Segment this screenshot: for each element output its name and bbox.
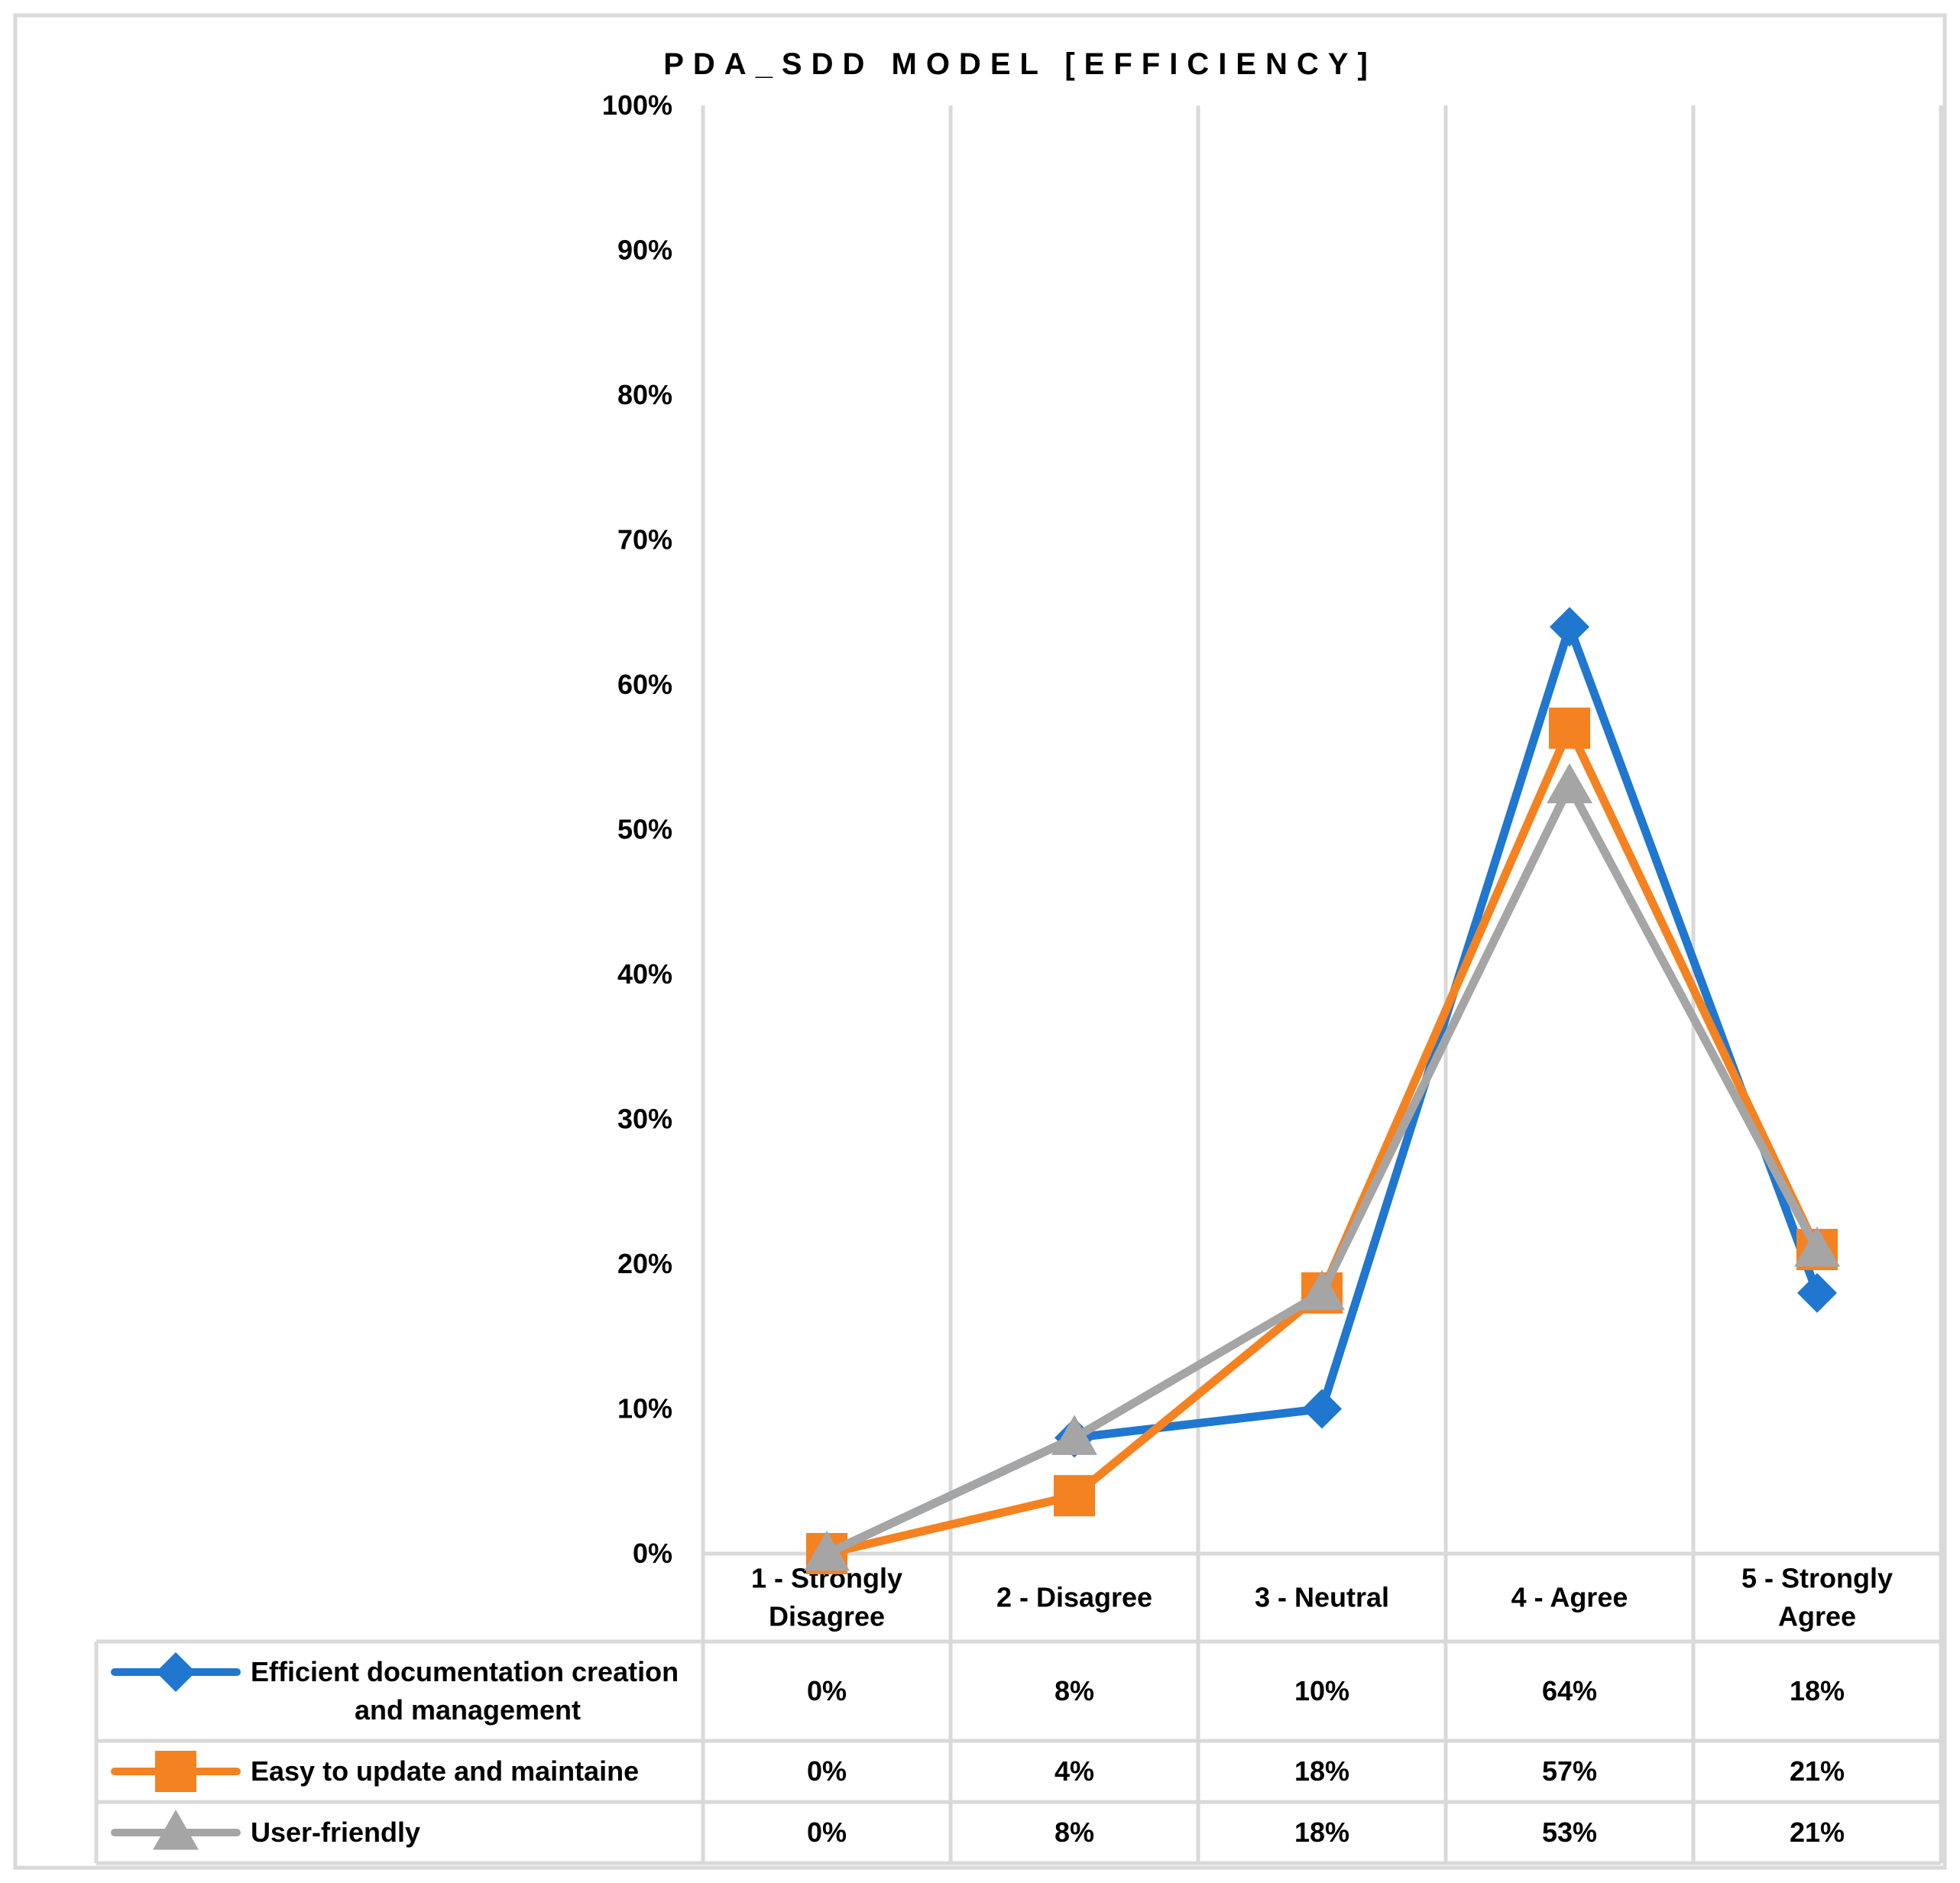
y-tick-label: 0% bbox=[633, 1538, 672, 1569]
y-tick-label: 50% bbox=[617, 814, 672, 845]
diamond-marker bbox=[1797, 1272, 1837, 1313]
category-label: 3 - Neutral bbox=[1255, 1582, 1389, 1613]
y-tick-label: 10% bbox=[617, 1393, 672, 1424]
triangle-marker bbox=[1547, 763, 1592, 804]
legend-key bbox=[111, 1751, 241, 1792]
table-cell-value: 4% bbox=[1055, 1755, 1094, 1787]
square-marker bbox=[1549, 707, 1590, 749]
triangle-marker-legend bbox=[153, 1810, 199, 1850]
square-marker-legend bbox=[155, 1751, 196, 1792]
category-label: 2 - Disagree bbox=[996, 1582, 1152, 1613]
diamond-marker bbox=[1550, 607, 1589, 647]
table-cell-value: 64% bbox=[1542, 1675, 1597, 1706]
table-cell-value: 21% bbox=[1790, 1817, 1845, 1848]
table-cell-value: 53% bbox=[1542, 1817, 1597, 1848]
series-2 bbox=[804, 763, 1840, 1571]
table-cell-value: 0% bbox=[807, 1755, 847, 1787]
square-marker bbox=[1054, 1475, 1095, 1517]
chart-title: PDA_SDD MODEL [EFFICIENCY] bbox=[663, 47, 1377, 81]
triangle-marker bbox=[1051, 1415, 1097, 1455]
table-cell-value: 0% bbox=[807, 1675, 847, 1706]
y-tick-label: 30% bbox=[617, 1104, 672, 1135]
table-cell-value: 0% bbox=[807, 1817, 847, 1848]
y-tick-label: 80% bbox=[617, 379, 672, 410]
y-tick-label: 70% bbox=[617, 524, 672, 556]
table-cell-value: 8% bbox=[1055, 1675, 1094, 1706]
category-label: 5 - Strongly Agree bbox=[1741, 1563, 1893, 1632]
series-name: Efficient documentation creation bbox=[251, 1656, 679, 1687]
y-tick-label: 90% bbox=[617, 235, 672, 266]
triangle-marker bbox=[1794, 1227, 1840, 1267]
y-tick-label: 60% bbox=[617, 669, 672, 700]
legend-key bbox=[111, 1652, 241, 1692]
series-name: Easy to update and maintaine bbox=[251, 1755, 639, 1787]
legend-key bbox=[111, 1810, 241, 1850]
diamond-marker bbox=[1302, 1389, 1342, 1429]
chart-border bbox=[13, 13, 1947, 1870]
table-cell-value: 10% bbox=[1294, 1675, 1349, 1706]
y-tick-label: 20% bbox=[617, 1248, 672, 1279]
y-tick-label: 100% bbox=[602, 89, 672, 121]
table-cell-value: 18% bbox=[1294, 1755, 1349, 1787]
y-tick-label: 40% bbox=[617, 958, 672, 990]
diamond-marker-legend bbox=[156, 1652, 196, 1692]
series-name: User-friendly bbox=[251, 1817, 420, 1848]
triangle-marker bbox=[804, 1531, 850, 1571]
table-cell-value: 57% bbox=[1542, 1755, 1597, 1787]
series-lines bbox=[804, 607, 1840, 1574]
table-cell-value: 21% bbox=[1790, 1755, 1845, 1787]
table-cell-value: 8% bbox=[1055, 1817, 1094, 1848]
category-label: 4 - Agree bbox=[1511, 1582, 1628, 1613]
table-cell-value: 18% bbox=[1294, 1817, 1349, 1848]
series-name: and management bbox=[355, 1694, 581, 1726]
y-axis: 0% 10% 20% 30% 40% 50% 60% 70% 80% 90% 100% bbox=[602, 89, 672, 1569]
table-cell-value: 18% bbox=[1790, 1675, 1845, 1706]
triangle-marker bbox=[1299, 1269, 1345, 1311]
